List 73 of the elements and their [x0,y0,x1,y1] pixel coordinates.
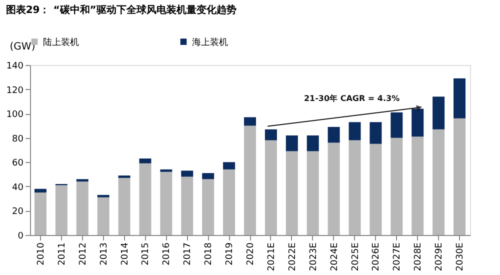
x-tick-label: 2015 [141,242,152,266]
bar [432,96,445,130]
bar [223,162,236,170]
bar [390,112,403,138]
bar [76,182,88,235]
y-tick-label: 120 [6,86,24,96]
x-tick-label: 2011 [57,242,68,266]
bar [202,179,214,235]
legend-label: 陆上装机 [43,36,79,48]
x-tick-label: 2029E [434,242,445,272]
x-tick-label: 2010 [36,242,46,266]
bar [328,126,340,143]
y-tick-label: 100 [6,110,24,120]
x-tick-label: 2030E [456,242,466,272]
annotation: 21-30年 CAGR = 4.3% [304,94,400,103]
y-tick-label: 40 [12,182,24,193]
bar [264,140,277,235]
x-tick-label: 2013 [99,242,110,266]
bar [160,169,172,172]
bar [202,173,214,180]
x-tick-label: 2024E [330,242,340,272]
legend-label: 海上装机 [192,36,228,48]
bar [286,135,298,152]
bar [76,179,88,182]
bar [328,142,340,235]
bar [454,78,466,118]
bar [97,194,110,198]
bar [223,169,236,235]
bar [286,151,298,235]
x-tick-label: 2021E [266,242,277,272]
bar [454,118,466,235]
x-tick-label: 2017 [183,242,194,266]
y-tick-label: 0 [18,232,24,242]
bar [370,144,382,235]
x-tick-label: 2026E [372,242,382,272]
bar [264,129,277,140]
x-tick-label: 2022E [288,242,298,272]
y-tick-label: 140 [6,62,24,72]
bar [139,158,152,164]
bar [55,185,68,235]
x-tick-label: 2018 [204,242,214,266]
x-tick-label: 2016 [162,242,172,266]
bar [348,140,361,235]
bar [244,126,256,235]
bar [432,129,445,235]
bar [348,122,361,140]
x-tick-label: 2028E [414,242,424,272]
y-axis-title: (GW) [10,42,36,52]
bar [306,151,319,235]
bar [306,135,319,152]
bar [181,170,194,177]
bar [244,117,256,126]
bar [160,172,172,235]
bar [412,136,424,235]
y-tick-label: 60 [12,158,24,169]
bar [370,122,382,144]
x-tick-label: 2027E [392,242,403,272]
y-tick-label: 20 [12,207,24,218]
x-tick-label: 2019 [225,242,236,266]
chart-title: 图表29： “碳中和”驱动下全球风电装机量变化趋势 [6,4,236,16]
x-tick-label: 2012 [78,242,88,266]
bar [34,192,46,235]
x-tick-label: 2020 [246,242,256,266]
x-tick-label: 2014 [120,242,130,266]
x-tick-label: 2023E [308,242,319,272]
bar [139,163,152,235]
bar [34,188,46,192]
y-tick-label: 80 [12,134,24,144]
bar [390,138,403,235]
x-tick-label: 2025E [350,242,361,272]
bar [97,197,110,235]
bar [181,176,194,235]
bar [118,178,130,235]
